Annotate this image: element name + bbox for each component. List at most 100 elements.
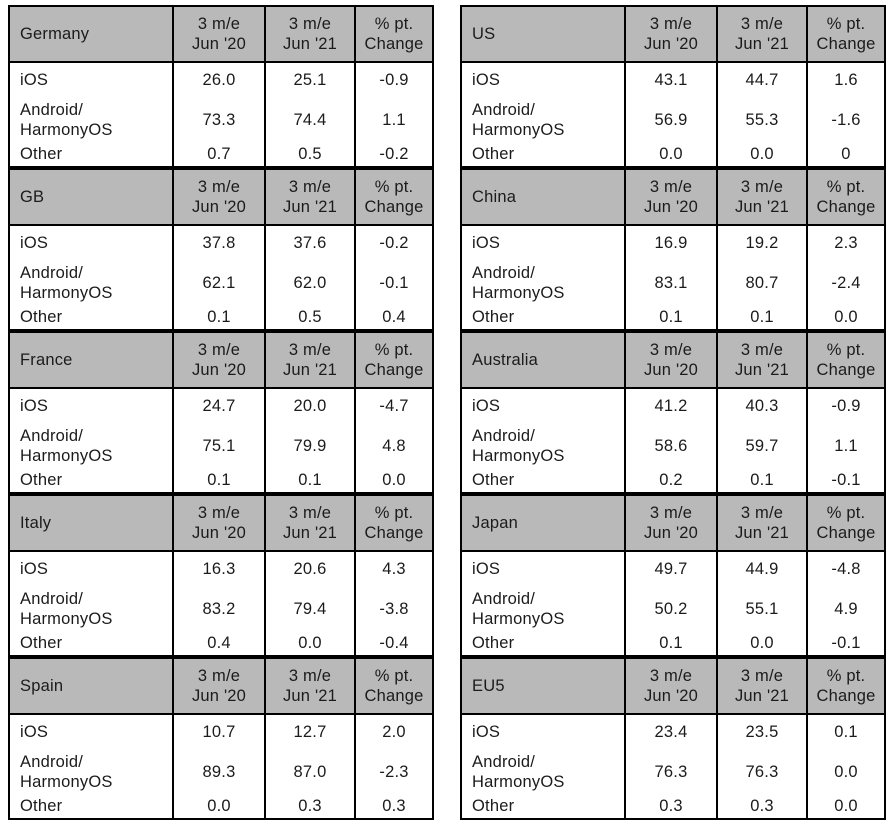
share-change: 0.0: [806, 749, 884, 795]
share-jun21: 25.1: [264, 63, 354, 97]
os-label: iOS: [20, 233, 49, 252]
share-jun20: 76.3: [624, 749, 716, 795]
table-china: China 3 m/e Jun '20 3 m/e Jun '21 % pt. …: [460, 168, 886, 331]
share-change: -2.3: [354, 749, 432, 795]
share-jun20: 16.9: [624, 226, 716, 260]
col-header-change: % pt. Change: [354, 659, 432, 715]
share-change: 0.1: [806, 715, 884, 749]
share-change: -1.6: [806, 97, 884, 143]
country-label: GB: [10, 170, 172, 226]
os-label: Other: [20, 145, 63, 164]
table-france: France 3 m/e Jun '20 3 m/e Jun '21 % pt.…: [8, 331, 434, 494]
share-change: -0.2: [354, 143, 432, 166]
share-change: -0.9: [354, 63, 432, 97]
share-jun21: 20.0: [264, 389, 354, 423]
os-label: Other: [20, 797, 63, 816]
share-change: -0.1: [354, 260, 432, 306]
col-header-jun20: 3 m/e Jun '20: [624, 170, 716, 226]
col-header-change: % pt. Change: [806, 170, 884, 226]
os-label: iOS: [472, 233, 501, 252]
share-jun21: 0.0: [716, 632, 806, 655]
share-jun21: 0.1: [716, 469, 806, 492]
table-australia: Australia 3 m/e Jun '20 3 m/e Jun '21 % …: [460, 331, 886, 494]
col-header-jun21: 3 m/e Jun '21: [264, 7, 354, 63]
share-jun21: 0.5: [264, 306, 354, 329]
share-jun20: 58.6: [624, 423, 716, 469]
share-jun21: 0.0: [716, 143, 806, 166]
share-jun21: 19.2: [716, 226, 806, 260]
share-change: 2.0: [354, 715, 432, 749]
os-label: Android/ HarmonyOS: [20, 752, 113, 791]
share-jun21: 12.7: [264, 715, 354, 749]
table-japan: Japan 3 m/e Jun '20 3 m/e Jun '21 % pt. …: [460, 494, 886, 657]
os-label: Android/ HarmonyOS: [20, 263, 113, 302]
share-jun20: 26.0: [172, 63, 264, 97]
share-jun20: 0.4: [172, 632, 264, 655]
share-jun20: 16.3: [172, 552, 264, 586]
col-header-jun21: 3 m/e Jun '21: [264, 496, 354, 552]
share-change: 4.3: [354, 552, 432, 586]
col-header-jun20: 3 m/e Jun '20: [172, 659, 264, 715]
share-jun21: 62.0: [264, 260, 354, 306]
share-change: -4.7: [354, 389, 432, 423]
share-jun20: 83.2: [172, 586, 264, 632]
share-change: -0.1: [806, 632, 884, 655]
col-header-jun20: 3 m/e Jun '20: [172, 170, 264, 226]
country-label: Germany: [10, 7, 172, 63]
share-change: 1.6: [806, 63, 884, 97]
col-header-jun21: 3 m/e Jun '21: [264, 333, 354, 389]
country-label: France: [10, 333, 172, 389]
os-label: Other: [472, 797, 515, 816]
country-label: Japan: [462, 496, 624, 552]
share-jun21: 37.6: [264, 226, 354, 260]
share-jun20: 0.1: [172, 306, 264, 329]
country-label: US: [462, 7, 624, 63]
share-jun20: 50.2: [624, 586, 716, 632]
share-jun21: 55.3: [716, 97, 806, 143]
col-header-change: % pt. Change: [806, 496, 884, 552]
share-jun21: 74.4: [264, 97, 354, 143]
share-change: 0.0: [806, 306, 884, 329]
share-jun21: 59.7: [716, 423, 806, 469]
share-jun21: 87.0: [264, 749, 354, 795]
share-change: 0.3: [354, 795, 432, 818]
os-label: Other: [472, 145, 515, 164]
col-header-jun21: 3 m/e Jun '21: [716, 7, 806, 63]
share-jun20: 10.7: [172, 715, 264, 749]
col-header-change: % pt. Change: [806, 659, 884, 715]
col-header-jun20: 3 m/e Jun '20: [624, 333, 716, 389]
share-change: 1.1: [354, 97, 432, 143]
country-label: Italy: [10, 496, 172, 552]
col-header-jun21: 3 m/e Jun '21: [264, 170, 354, 226]
share-change: -0.9: [806, 389, 884, 423]
share-jun20: 0.0: [624, 143, 716, 166]
share-change: -4.8: [806, 552, 884, 586]
share-jun20: 37.8: [172, 226, 264, 260]
share-change: -2.4: [806, 260, 884, 306]
share-jun20: 62.1: [172, 260, 264, 306]
share-jun21: 0.3: [264, 795, 354, 818]
country-label: Spain: [10, 659, 172, 715]
table-germany: Germany 3 m/e Jun '20 3 m/e Jun '21 % pt…: [8, 5, 434, 168]
col-header-change: % pt. Change: [806, 333, 884, 389]
share-change: 0.0: [806, 795, 884, 818]
col-header-jun21: 3 m/e Jun '21: [716, 333, 806, 389]
share-change: -0.1: [806, 469, 884, 492]
share-jun21: 40.3: [716, 389, 806, 423]
share-jun20: 0.7: [172, 143, 264, 166]
col-header-change: % pt. Change: [354, 496, 432, 552]
os-label: Other: [472, 471, 515, 490]
os-label: iOS: [20, 70, 49, 89]
share-jun20: 0.3: [624, 795, 716, 818]
share-jun21: 23.5: [716, 715, 806, 749]
share-change: 0: [806, 143, 884, 166]
os-label: Android/ HarmonyOS: [20, 100, 113, 139]
table-spain: Spain 3 m/e Jun '20 3 m/e Jun '21 % pt. …: [8, 657, 434, 820]
col-header-jun20: 3 m/e Jun '20: [172, 7, 264, 63]
share-jun21: 20.6: [264, 552, 354, 586]
os-label: iOS: [472, 396, 501, 415]
share-jun21: 0.5: [264, 143, 354, 166]
col-header-change: % pt. Change: [806, 7, 884, 63]
share-jun20: 23.4: [624, 715, 716, 749]
os-label: Android/ HarmonyOS: [472, 100, 565, 139]
